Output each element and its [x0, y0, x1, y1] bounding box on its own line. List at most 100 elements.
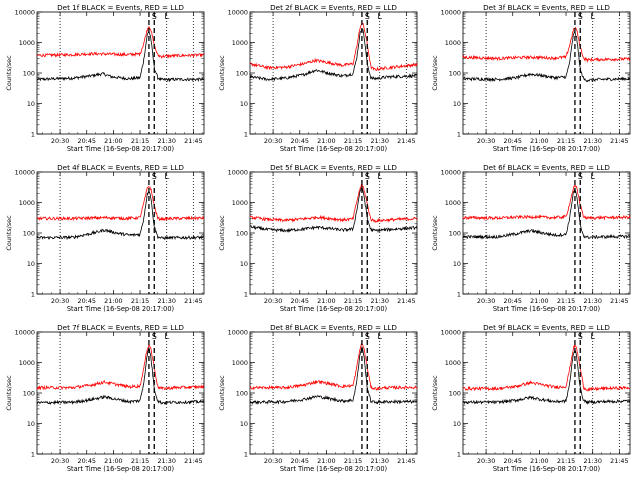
y-tick-label: 1000 [19, 359, 35, 367]
x-tick-label: 20:30 [51, 137, 69, 145]
x-tick-label: 21:00 [104, 297, 122, 305]
x-tick-label: 20:30 [264, 137, 282, 145]
plot-frame [36, 11, 205, 135]
y-tick-label: 1 [244, 291, 248, 299]
x-tick-label: 21:00 [317, 297, 335, 305]
y-tick-label: 1 [31, 451, 35, 459]
marker-s: S [578, 172, 583, 181]
x-tick-label: 21:00 [530, 137, 548, 145]
y-axis-label: Counts/sec [431, 215, 439, 251]
series-line-lld [249, 22, 418, 72]
y-tick-label: 10 [453, 420, 461, 428]
x-axis-label: Start Time (16-Sep-08 20:17:00) [280, 145, 387, 153]
x-tick-label: 21:45 [610, 457, 628, 465]
x-tick-label: 21:45 [184, 137, 202, 145]
series-line-events [249, 184, 418, 234]
y-tick-label: 10 [453, 260, 461, 268]
x-tick-label: 21:30 [157, 137, 175, 145]
y-axis-label: Counts/sec [218, 215, 226, 251]
y-tick-label: 100 [236, 390, 248, 398]
y-tick-label: 1000 [445, 199, 461, 207]
x-tick-label: 21:15 [131, 137, 149, 145]
series-line-events [249, 27, 418, 82]
x-tick-label: 21:15 [131, 297, 149, 305]
y-tick-label: 100 [449, 390, 461, 398]
x-tick-label: 21:30 [157, 457, 175, 465]
x-tick-label: 21:45 [397, 457, 415, 465]
x-tick-label: 21:30 [583, 457, 601, 465]
panel-title: Det 9f BLACK = Events, RED = LLD [483, 323, 610, 332]
marker-l: L [377, 332, 382, 341]
y-tick-label: 10 [240, 420, 248, 428]
y-tick-label: 10 [27, 420, 35, 428]
marker-l: L [164, 332, 169, 341]
x-tick-label: 21:15 [557, 137, 575, 145]
plot-frame [249, 331, 418, 455]
panel-det-3f: Det 3f BLACK = Events, RED = LLD 1 10 100 10… [431, 3, 631, 153]
x-tick-label: 20:30 [264, 297, 282, 305]
x-tick-label: 21:30 [583, 137, 601, 145]
y-tick-label: 10000 [441, 329, 461, 337]
series-line-lld [36, 25, 205, 59]
marker-l: L [377, 172, 382, 181]
plot-frame [249, 11, 418, 135]
x-tick-label: 21:00 [530, 297, 548, 305]
y-tick-label: 10000 [441, 9, 461, 17]
y-tick-label: 10 [453, 100, 461, 108]
y-tick-label: 100 [236, 230, 248, 238]
panel-title: Det 7f BLACK = Events, RED = LLD [57, 323, 184, 332]
y-axis-label: Counts/sec [5, 55, 13, 91]
panel-title: Det 4f BLACK = Events, RED = LLD [57, 163, 184, 172]
x-tick-label: 21:45 [610, 297, 628, 305]
series-line-events [462, 188, 631, 240]
y-tick-label: 1000 [19, 39, 35, 47]
x-tick-label: 21:30 [370, 457, 388, 465]
y-tick-label: 100 [236, 70, 248, 78]
y-tick-label: 100 [449, 70, 461, 78]
series-line-lld [36, 186, 205, 222]
x-axis-label: Start Time (16-Sep-08 20:17:00) [280, 465, 387, 473]
x-tick-label: 20:30 [51, 457, 69, 465]
x-tick-label: 20:30 [477, 297, 495, 305]
x-tick-label: 21:45 [610, 137, 628, 145]
y-tick-label: 10000 [15, 169, 35, 177]
x-axis-label: Start Time (16-Sep-08 20:17:00) [67, 145, 174, 153]
series-line-events [462, 31, 631, 83]
x-tick-label: 21:00 [317, 457, 335, 465]
plot-frame [249, 171, 418, 295]
y-tick-label: 100 [23, 70, 35, 78]
marker-l: L [590, 172, 595, 181]
panel-det-6f: Det 6f BLACK = Events, RED = LLD 1 10 100 10… [431, 163, 631, 313]
y-tick-label: 10 [240, 100, 248, 108]
x-tick-label: 20:45 [504, 457, 522, 465]
panel-det-8f: Det 8f BLACK = Events, RED = LLD 1 10 100 10… [218, 323, 418, 473]
y-axis-label: Counts/sec [431, 55, 439, 91]
series-line-lld [36, 344, 205, 391]
y-tick-label: 1000 [232, 359, 248, 367]
y-tick-label: 10000 [15, 9, 35, 17]
y-tick-label: 10000 [228, 169, 248, 177]
y-tick-label: 100 [23, 230, 35, 238]
y-axis-label: Counts/sec [5, 215, 13, 251]
y-tick-label: 1000 [232, 199, 248, 207]
y-tick-label: 10000 [228, 9, 248, 17]
y-tick-label: 100 [449, 230, 461, 238]
x-tick-label: 20:45 [504, 297, 522, 305]
x-tick-label: 21:00 [104, 137, 122, 145]
panel-det-2f: Det 2f BLACK = Events, RED = LLD 1 10 100 10… [218, 3, 418, 153]
x-tick-label: 20:30 [264, 457, 282, 465]
y-tick-label: 1 [244, 451, 248, 459]
x-tick-label: 20:45 [291, 297, 309, 305]
marker-l: L [590, 332, 595, 341]
y-tick-label: 1 [31, 131, 35, 139]
panel-title: Det 2f BLACK = Events, RED = LLD [270, 3, 397, 12]
x-tick-label: 21:15 [344, 137, 362, 145]
panel-det-4f: Det 4f BLACK = Events, RED = LLD 1 10 100 10… [5, 163, 205, 313]
plot-frame [462, 331, 631, 455]
marker-s: S [578, 12, 583, 21]
x-tick-label: 21:30 [157, 297, 175, 305]
panel-det-5f: Det 5f BLACK = Events, RED = LLD 1 10 100 10… [218, 163, 418, 313]
x-axis-label: Start Time (16-Sep-08 20:17:00) [67, 305, 174, 313]
plot-frame [462, 11, 631, 135]
